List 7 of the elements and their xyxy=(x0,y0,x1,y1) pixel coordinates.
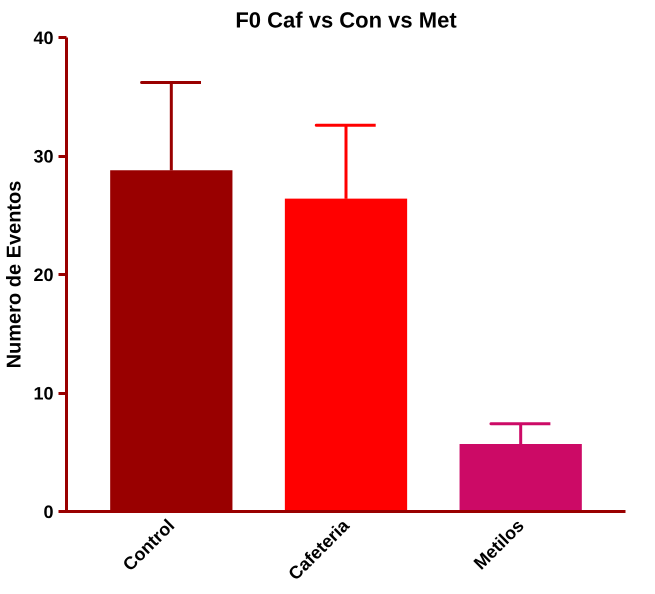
y-tick-label: 0 xyxy=(43,502,54,522)
y-tick-label: 40 xyxy=(33,28,54,48)
y-tick-label: 30 xyxy=(33,146,54,166)
chart-title: F0 Caf vs Con vs Met xyxy=(235,8,458,32)
y-axis-title: Numero de Eventos xyxy=(3,180,26,368)
y-tick-label: 20 xyxy=(33,265,54,285)
y-tick-label: 10 xyxy=(33,384,54,404)
